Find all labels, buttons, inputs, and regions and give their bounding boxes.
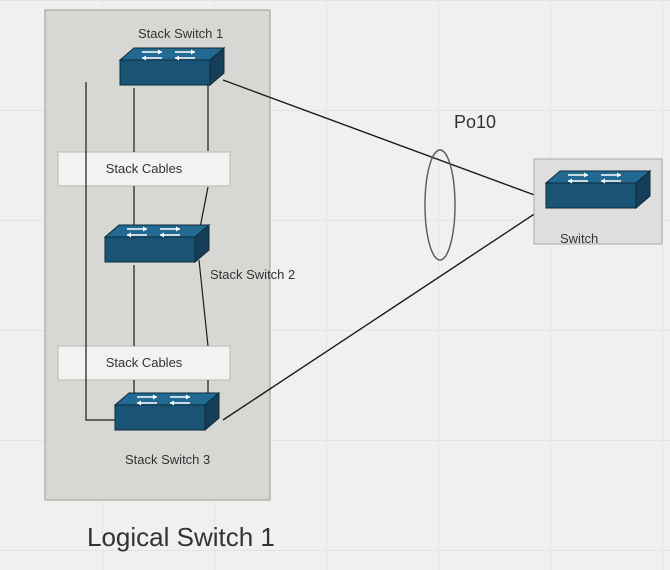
switch-label: Stack Switch 1	[138, 26, 223, 41]
stack-cables-label: Stack Cables	[58, 161, 230, 176]
switch-label: Switch	[560, 231, 598, 246]
port-channel-label: Po10	[454, 112, 496, 133]
logical-switch-label: Logical Switch 1	[87, 522, 275, 553]
stack-cables-label: Stack Cables	[58, 355, 230, 370]
diagram-svg	[0, 0, 670, 570]
switch-label: Stack Switch 2	[210, 267, 295, 282]
switch-label: Stack Switch 3	[125, 452, 210, 467]
